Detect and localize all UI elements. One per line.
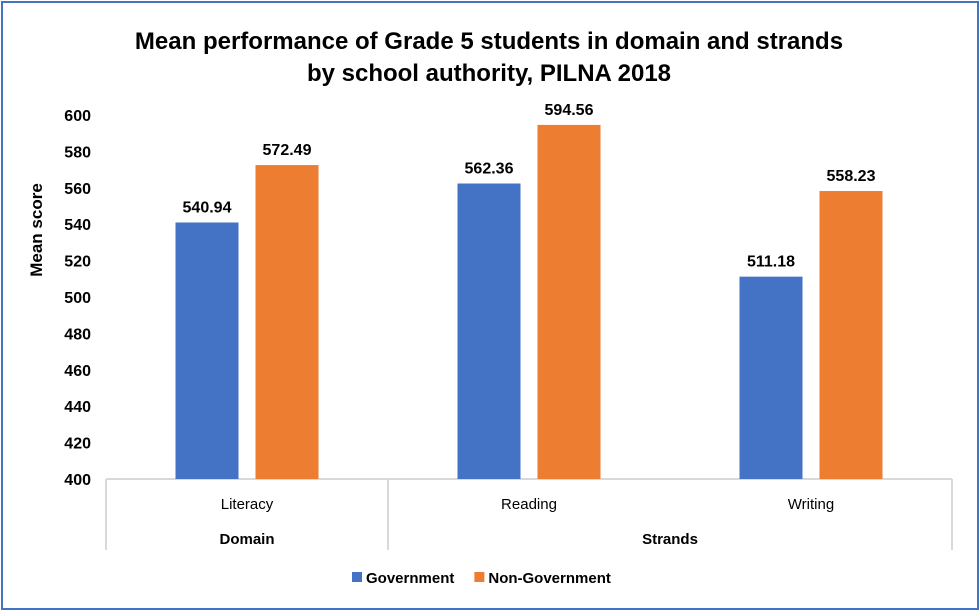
- y-tick-label: 460: [64, 363, 91, 380]
- y-tick-label: 560: [64, 181, 91, 198]
- bar-government: [175, 222, 239, 479]
- bar-non-government: [819, 191, 883, 479]
- data-label: 558.23: [827, 168, 876, 185]
- y-tick-label: 420: [64, 436, 91, 453]
- legend-swatch: [352, 572, 362, 582]
- y-tick-label: 540: [64, 217, 91, 234]
- data-label: 594.56: [545, 102, 594, 119]
- y-tick-label: 400: [64, 472, 91, 489]
- x-tick-label: Literacy: [221, 496, 274, 513]
- chart-title-line-2: by school authority, PILNA 2018: [307, 60, 671, 87]
- bar-non-government: [255, 165, 319, 479]
- bar-government: [739, 276, 803, 479]
- data-label: 540.94: [183, 199, 232, 216]
- data-label: 511.18: [747, 254, 795, 271]
- y-tick-label: 480: [64, 326, 91, 343]
- x-tick-label: Reading: [501, 496, 557, 513]
- y-tick-label: 520: [64, 254, 91, 271]
- bar-non-government: [537, 124, 601, 479]
- y-axis-label: Mean score: [27, 183, 46, 277]
- y-tick-label: 500: [64, 290, 91, 307]
- data-label: 572.49: [263, 142, 312, 159]
- y-tick-label: 440: [64, 399, 91, 416]
- y-tick-label: 600: [64, 108, 91, 125]
- legend-label: Non-Government: [488, 570, 611, 587]
- chart-title-line-1: Mean performance of Grade 5 students in …: [135, 28, 843, 55]
- data-label: 562.36: [465, 161, 514, 178]
- bar-government: [457, 183, 521, 479]
- group-label: Strands: [642, 531, 698, 548]
- x-tick-label: Writing: [788, 496, 834, 513]
- group-label: Domain: [219, 531, 274, 548]
- legend-label: Government: [366, 570, 454, 587]
- legend-swatch: [474, 572, 485, 582]
- y-tick-label: 580: [64, 144, 91, 161]
